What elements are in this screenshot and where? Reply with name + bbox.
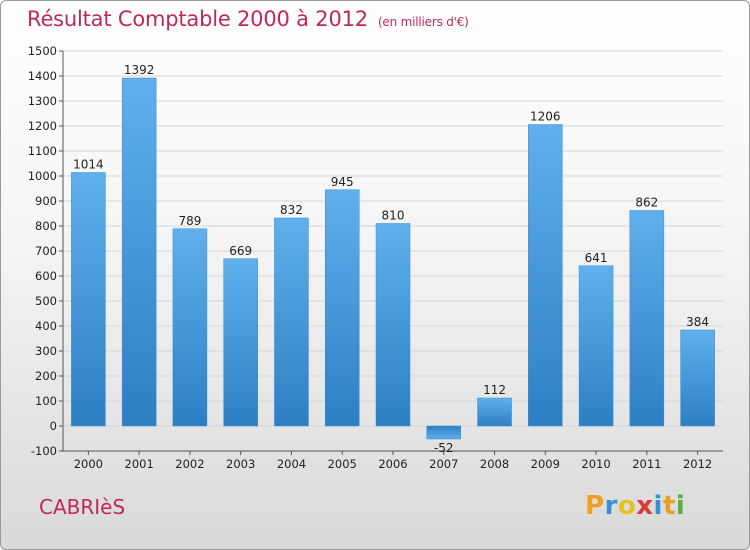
x-tick-label: 2008: [480, 457, 509, 471]
x-tick-label: 2009: [531, 457, 560, 471]
y-tick-label: 300: [35, 344, 57, 358]
y-tick-label: 200: [35, 369, 57, 383]
value-label-2012: 384: [686, 315, 709, 329]
bar-2012: [680, 329, 715, 427]
y-tick-label: 400: [35, 319, 57, 333]
y-tick-label: 1300: [28, 94, 57, 108]
value-label-2001: 1392: [124, 63, 155, 77]
bar-2011: [629, 210, 665, 427]
chart-subtitle: (en milliers d'€): [377, 15, 469, 29]
y-tick-label: 600: [35, 269, 57, 283]
x-tick-label: 2000: [74, 457, 103, 471]
logo-letter: P: [585, 491, 605, 521]
x-tick-label: 2004: [277, 457, 306, 471]
x-tick-label: 2003: [226, 457, 255, 471]
x-tick-label: 2005: [328, 457, 357, 471]
y-tick-label: 1200: [28, 119, 57, 133]
logo-letter: x: [636, 491, 654, 521]
logo-letter: r: [604, 491, 618, 521]
bar-2009: [528, 124, 563, 427]
y-tick-label: 900: [35, 194, 57, 208]
y-tick-label: 1500: [28, 44, 57, 58]
value-label-2005: 945: [331, 175, 354, 189]
value-label-2006: 810: [382, 209, 405, 223]
y-tick-label: -100: [31, 444, 57, 458]
chart-title-text: Résultat Comptable 2000 à 2012: [27, 7, 368, 31]
y-tick-label: 0: [50, 419, 57, 433]
x-tick-label: 2007: [429, 457, 458, 471]
value-label-2011: 862: [635, 196, 658, 210]
x-tick-label: 2002: [175, 457, 204, 471]
bar-2005: [324, 189, 360, 427]
chart-title: Résultat Comptable 2000 à 2012 (en millie…: [27, 7, 469, 31]
bar-2000: [71, 172, 106, 427]
bar-2006: [375, 223, 411, 427]
value-label-2007: -52: [434, 441, 454, 455]
logo-letter: i: [653, 491, 663, 521]
bars: [71, 77, 715, 440]
y-tick-label: 1100: [28, 144, 57, 158]
bar-2008: [477, 397, 512, 427]
y-tick-label: 100: [35, 394, 57, 408]
logo-letter: o: [617, 491, 637, 521]
x-tick-label: 2001: [125, 457, 154, 471]
commune-name: CABRIèS: [39, 495, 126, 519]
x-tick-label: 2006: [378, 457, 407, 471]
proxiti-logo: Proxiti: [585, 491, 685, 521]
bar-2002: [172, 228, 208, 427]
y-tick-label: 700: [35, 244, 57, 258]
y-tick-label: 800: [35, 219, 57, 233]
bar-2007: [426, 425, 462, 440]
x-tick-label: 2010: [581, 457, 610, 471]
y-tick-label: 500: [35, 294, 57, 308]
y-tick-label: 1400: [28, 69, 57, 83]
bar-2001: [121, 77, 157, 427]
bar-2003: [223, 258, 258, 427]
logo-letter: i: [675, 491, 686, 521]
value-label-2008: 112: [483, 383, 506, 397]
y-tick-label: 1000: [28, 169, 57, 183]
value-label-2004: 832: [280, 203, 303, 217]
x-tick-label: 2012: [683, 457, 712, 471]
value-label-2000: 1014: [73, 158, 104, 172]
labels: -100 0 100 200 300 400 500 600 700 800 900 1000 1100…: [28, 44, 713, 471]
axes: [59, 50, 723, 455]
bar-2010: [578, 265, 614, 427]
x-tick-label: 2011: [632, 457, 661, 471]
logo-letter: t: [662, 491, 676, 521]
value-label-2002: 789: [178, 214, 201, 228]
value-label-2010: 641: [585, 251, 608, 265]
value-label-2009: 1206: [530, 110, 561, 124]
value-label-2003: 669: [229, 244, 252, 258]
bar-2004: [274, 217, 309, 427]
